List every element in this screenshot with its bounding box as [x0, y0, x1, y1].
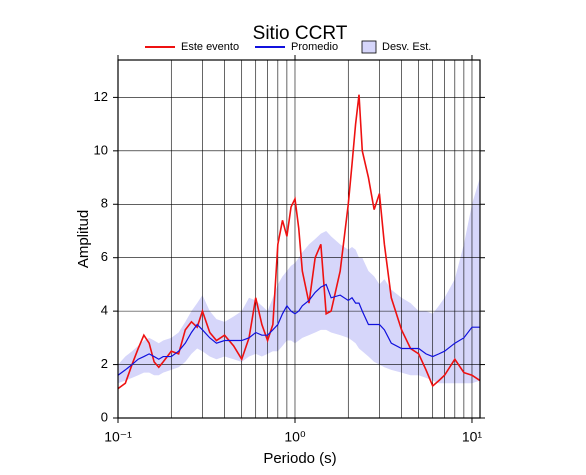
y-tick-label: 4 — [101, 303, 108, 318]
x-tick-label: 10⁰ — [284, 429, 306, 445]
legend-label: Promedio — [291, 41, 338, 53]
x-axis-label: Periodo (s) — [263, 450, 336, 467]
legend-label: Desv. Est. — [382, 41, 431, 53]
plot-frame — [117, 59, 481, 419]
x-tick-label: 10¹ — [462, 429, 483, 445]
chart-title: Sitio CCRT — [253, 23, 348, 44]
y-tick-label: 6 — [101, 249, 108, 264]
y-axis-label: Amplitud — [75, 210, 92, 268]
legend-label: Este evento — [181, 41, 239, 53]
y-tick-label: 2 — [101, 356, 108, 371]
x-tick-label: 10⁻¹ — [104, 429, 132, 445]
legend-swatch — [361, 40, 377, 54]
std-band — [118, 177, 480, 384]
y-tick-label: 0 — [101, 409, 108, 424]
series-line — [117, 283, 480, 376]
y-tick-label: 8 — [101, 196, 108, 211]
y-tick-label: 12 — [94, 89, 108, 104]
y-tick-label: 10 — [94, 142, 108, 157]
